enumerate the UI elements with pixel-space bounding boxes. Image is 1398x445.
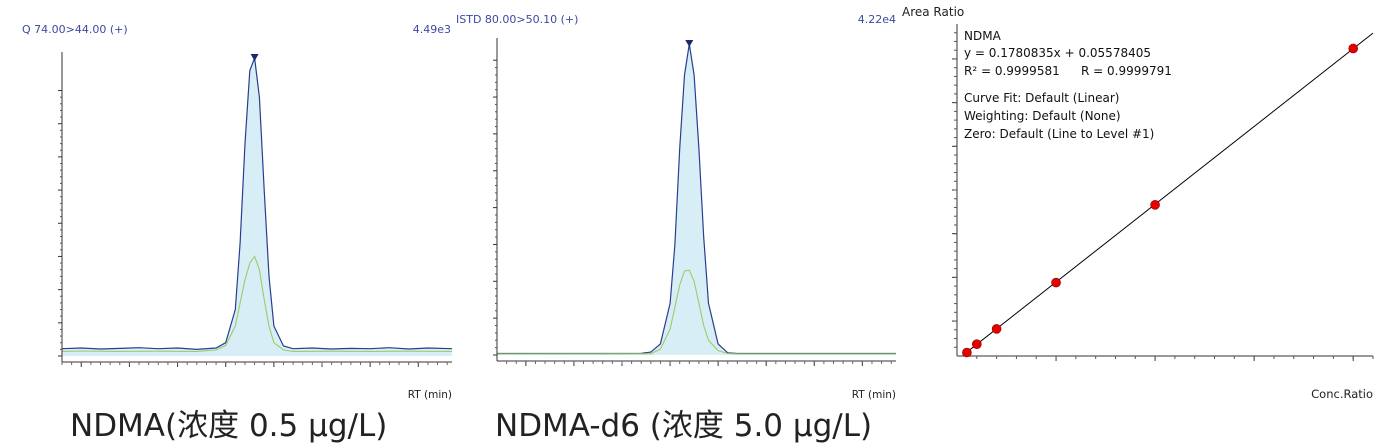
annotation-r: R = 0.9999791 — [1081, 64, 1172, 78]
x-axis-title: RT (min) — [408, 389, 452, 401]
chrom-header-left: Q 74.00>44.00 (+) — [22, 23, 128, 36]
annotation-weighting: Weighting: Default (None) — [964, 109, 1121, 123]
annotation-r-squared: R² = 0.9999581 — [964, 64, 1060, 78]
peak-apex-marker — [685, 40, 694, 47]
calibration-annotation: NDMA y = 0.1780835x + 0.05578405 R² = 0.… — [964, 29, 1172, 141]
calibration-point — [1150, 200, 1160, 210]
chrom-header-left: ISTD 80.00>50.10 (+) — [456, 13, 578, 26]
calibration-point — [1051, 277, 1061, 288]
chrom-header-right: 4.49e3 — [413, 23, 451, 36]
chromatogram-ndma-d6: ISTD 80.00>50.10 (+) 4.22e4 RT (min) — [456, 13, 896, 401]
annotation-equation: y = 0.1780835x + 0.05578405 — [964, 46, 1151, 60]
caption-ndma-d6: NDMA-d6 (浓度 5.0 μg/L) — [495, 408, 873, 444]
regression-line — [962, 32, 1374, 356]
trace-line-qualifier — [61, 255, 453, 352]
trace-line-qualifier — [496, 269, 896, 355]
peak-area-fill — [62, 58, 452, 356]
chrom-header-right: 4.22e4 — [858, 13, 896, 26]
x-axis-title: Conc.Ratio — [1311, 387, 1373, 401]
peak-apex-marker — [250, 54, 259, 61]
calibration-point — [991, 324, 1002, 334]
calibration-point — [972, 339, 982, 350]
x-axis-title: RT (min) — [852, 389, 896, 401]
annotation-curve-fit: Curve Fit: Default (Linear) — [964, 91, 1119, 105]
calibration-curve: Area Ratio Conc.Ratio NDMA y = 0.1780835… — [902, 5, 1374, 401]
trace-line-quantifier — [497, 43, 896, 355]
annotation-compound: NDMA — [964, 29, 1002, 43]
annotation-zero: Zero: Default (Line to Level #1) — [964, 127, 1154, 141]
peak-area-fill — [497, 44, 896, 355]
chromatogram-ndma: Q 74.00>44.00 (+) 4.49e3 RT (min) — [22, 23, 453, 401]
y-axis-title: Area Ratio — [902, 5, 964, 19]
calibration-point — [1348, 43, 1358, 54]
calibration-point — [962, 347, 972, 358]
caption-ndma: NDMA(浓度 0.5 μg/L) — [70, 408, 388, 444]
